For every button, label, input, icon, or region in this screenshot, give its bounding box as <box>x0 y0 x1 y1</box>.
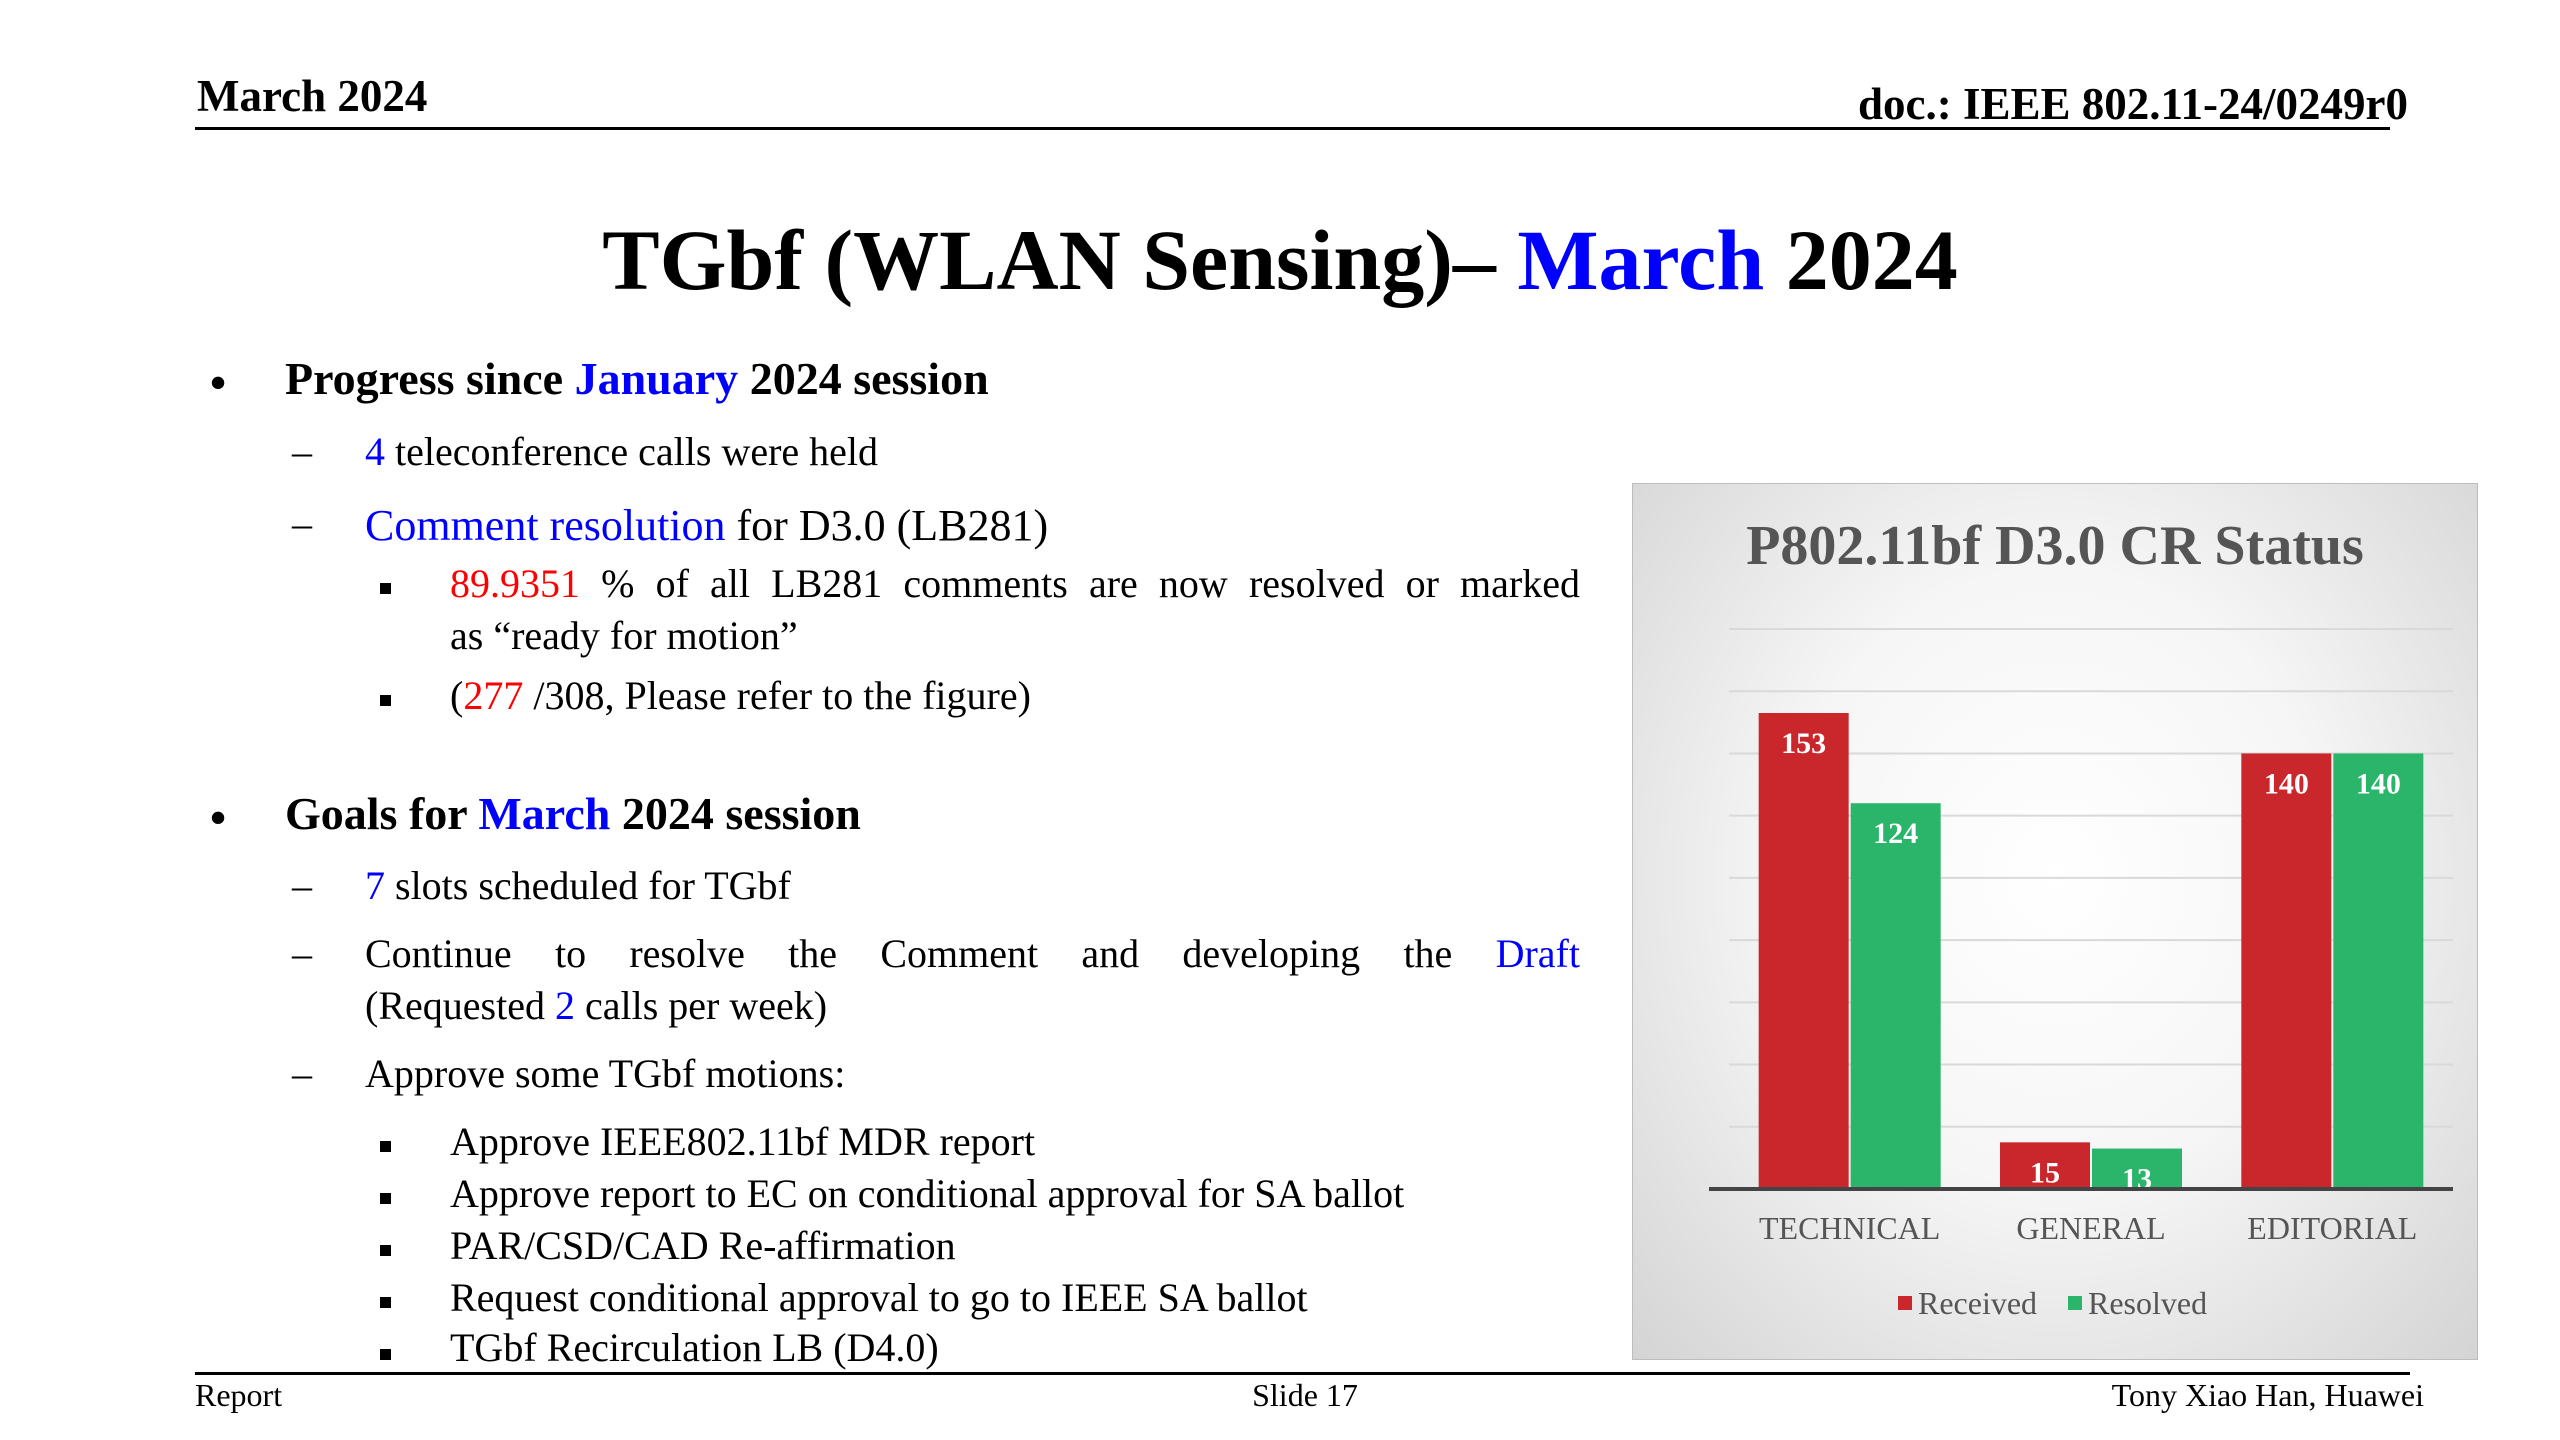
legend-label: Resolved <box>2088 1285 2207 1321</box>
continue-word: Comment <box>880 931 1039 976</box>
motion-item: PAR/CSD/CAD Re-affirmation <box>450 1223 956 1268</box>
continue-word: and <box>1081 931 1140 976</box>
slots-text: slots scheduled for TGbf <box>385 863 791 908</box>
cr-link: Comment resolution <box>365 501 726 550</box>
bar-received <box>1758 713 1849 1189</box>
dash-marker: – <box>292 501 312 546</box>
progress-heading: Progress since January 2024 session <box>285 352 989 405</box>
goals-heading-text: Goals for <box>285 788 479 839</box>
header-doc-id: doc.: IEEE 802.11-24/0249r0 <box>1857 79 2408 129</box>
progress-heading-month: January <box>574 353 739 404</box>
title-part2: 2024 <box>1764 212 1958 308</box>
cr-text: for D3.0 (LB281) <box>725 501 1049 550</box>
square-bullet <box>380 1245 391 1256</box>
bar-resolved <box>2333 753 2424 1189</box>
pct-line2: as “ready for motion” <box>450 613 798 658</box>
continue-line2: (Requested 2 calls per week) <box>365 982 827 1029</box>
title-part1: TGbf (WLAN Sensing)– <box>602 212 1518 308</box>
header-date: March 2024 <box>197 71 428 121</box>
square-bullet <box>380 1141 391 1152</box>
approve-item: Approve some TGbf motions: <box>365 1051 846 1096</box>
data-label: 15 <box>2030 1156 2060 1189</box>
requested-close: calls per week) <box>574 983 828 1028</box>
legend-swatch <box>1898 1296 1912 1310</box>
cr-item: Comment resolution for D3.0 (LB281) <box>365 500 1048 551</box>
cr-status-chart: P802.11bf D3.0 CR Status 153 124 TECHNICAL… <box>1632 483 2478 1360</box>
square-bullet <box>380 1349 391 1360</box>
goals-heading: Goals for March 2024 session <box>285 787 861 840</box>
footer-slide-number: Slide 17 <box>1252 1377 1358 1413</box>
count-item: (277 /308, Please refer to the figure) <box>450 672 1031 719</box>
data-label: 140 <box>2356 767 2401 800</box>
x-tick-label: GENERAL <box>2016 1210 2165 1246</box>
continue-word: Continue <box>365 931 512 976</box>
motion-item: Approve IEEE802.11bf MDR report <box>450 1119 1036 1164</box>
pct-text: % of all LB281 comments are now resolved… <box>580 561 1580 606</box>
motion-item: Approve report to EC on conditional appr… <box>450 1171 1405 1216</box>
data-label: 140 <box>2264 767 2309 800</box>
motion-item: Request conditional approval to go to IE… <box>450 1275 1308 1320</box>
continue-word: to <box>554 931 587 976</box>
square-bullet <box>380 1193 391 1204</box>
dash-marker: – <box>292 863 312 908</box>
continue-word: developing <box>1182 931 1361 976</box>
goals-heading-month: March <box>478 788 611 839</box>
count-open: ( <box>450 673 464 718</box>
dash-marker: – <box>292 1051 312 1096</box>
motion-item: TGbf Recirculation LB (D4.0) <box>450 1325 939 1370</box>
requested-count: 2 <box>554 983 575 1028</box>
continue-line1: Continue to resolve the Comment and deve… <box>365 930 1580 977</box>
footer-divider <box>195 1372 2410 1375</box>
x-tick-label: EDITORIAL <box>2247 1210 2417 1246</box>
continue-word: the <box>788 931 838 976</box>
chart-title: P802.11bf D3.0 CR Status <box>1746 515 2364 577</box>
slide-title: TGbf (WLAN Sensing)– March 2024 <box>0 210 2560 310</box>
footer-left: Report <box>195 1377 283 1413</box>
x-tick-label: TECHNICAL <box>1759 1210 1940 1246</box>
bullet-dot: • <box>210 792 227 843</box>
progress-heading-text: Progress since <box>285 353 575 404</box>
bar-received <box>2000 1142 2090 1189</box>
slots-count: 7 <box>365 863 385 908</box>
progress-heading-tail: 2024 session <box>738 353 989 404</box>
draft-word: Draft <box>1495 931 1580 976</box>
bar-resolved <box>2092 1148 2182 1189</box>
dash-marker: – <box>292 429 312 474</box>
continue-word: the <box>1403 931 1453 976</box>
legend-swatch <box>2068 1296 2082 1310</box>
dash-marker: – <box>292 931 312 976</box>
slots-item: 7 slots scheduled for TGbf <box>365 862 791 909</box>
bar-received <box>2241 753 2332 1189</box>
title-month: March <box>1517 212 1765 308</box>
square-bullet <box>380 1297 391 1308</box>
calls-item: 4 teleconference calls were held <box>365 428 878 475</box>
data-label: 153 <box>1781 727 1826 760</box>
goals-heading-tail: 2024 session <box>610 788 861 839</box>
pct-line1: 89.9351 % of all LB281 comments are now … <box>450 560 1580 607</box>
legend-label: Received <box>1918 1285 2037 1321</box>
square-bullet <box>380 583 391 594</box>
bar-resolved <box>1850 803 1941 1189</box>
pct-value: 89.9351 <box>450 561 580 606</box>
square-bullet <box>380 695 391 706</box>
continue-word: resolve <box>629 931 745 976</box>
bullet-dot: • <box>210 357 227 408</box>
count-resolved: 277 <box>463 673 524 718</box>
header-divider <box>195 127 2390 130</box>
footer-author: Tony Xiao Han, Huawei <box>2111 1377 2424 1413</box>
count-rest: /308, Please refer to the figure) <box>523 673 1031 718</box>
data-label: 124 <box>1873 817 1918 850</box>
requested-open: (Requested <box>365 983 555 1028</box>
calls-text: teleconference calls were held <box>385 429 879 474</box>
calls-count: 4 <box>365 429 385 474</box>
